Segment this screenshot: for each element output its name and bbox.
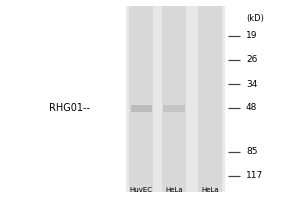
Text: 48: 48 bbox=[246, 104, 257, 112]
Bar bbox=[164, 104, 184, 112]
Text: 26: 26 bbox=[246, 55, 257, 64]
Bar bbox=[129, 6, 153, 192]
Text: HuvEC: HuvEC bbox=[130, 187, 152, 193]
Text: 85: 85 bbox=[246, 148, 257, 156]
Text: HeLa: HeLa bbox=[201, 187, 219, 193]
Bar bbox=[162, 6, 186, 192]
Text: 19: 19 bbox=[246, 31, 257, 40]
Text: 117: 117 bbox=[246, 171, 263, 180]
Bar bbox=[198, 6, 222, 192]
Bar bbox=[130, 104, 152, 112]
Bar bbox=[126, 6, 225, 192]
Text: 34: 34 bbox=[246, 80, 257, 88]
Text: RHG01--: RHG01-- bbox=[49, 103, 90, 113]
Text: HeLa: HeLa bbox=[165, 187, 183, 193]
Text: (kD): (kD) bbox=[246, 14, 264, 23]
